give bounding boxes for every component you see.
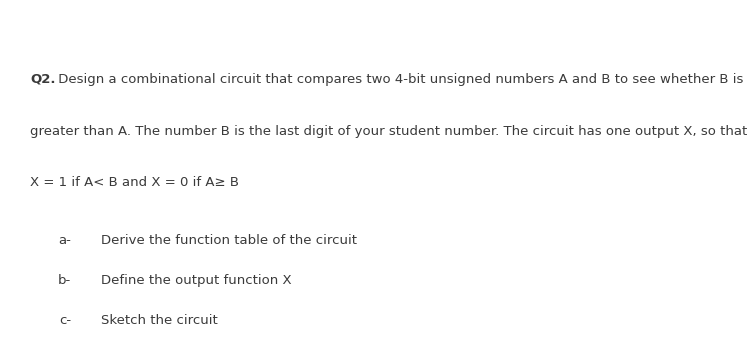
Text: Sketch the circuit: Sketch the circuit bbox=[101, 314, 218, 327]
Text: Derive the function table of the circuit: Derive the function table of the circuit bbox=[101, 234, 357, 247]
Text: Define the output function X: Define the output function X bbox=[101, 274, 292, 287]
Text: greater than A. The number B is the last digit of your student number. The circu: greater than A. The number B is the last… bbox=[30, 125, 747, 138]
Text: b-: b- bbox=[58, 274, 71, 287]
Text: c-: c- bbox=[59, 314, 71, 327]
Text: Design a combinational circuit that compares two 4-bit unsigned numbers A and B : Design a combinational circuit that comp… bbox=[54, 73, 743, 86]
Text: a-: a- bbox=[58, 234, 71, 247]
Text: Q2.: Q2. bbox=[30, 73, 56, 86]
Text: X = 1 if A< B and X = 0 if A≥ B: X = 1 if A< B and X = 0 if A≥ B bbox=[30, 176, 239, 189]
